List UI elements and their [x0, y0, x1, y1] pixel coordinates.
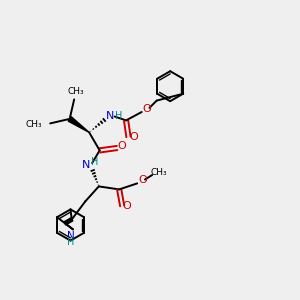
Text: CH₃: CH₃ [68, 86, 84, 95]
Text: N: N [81, 160, 90, 170]
Text: H: H [67, 237, 75, 247]
Text: CH₃: CH₃ [26, 119, 42, 128]
Text: N: N [106, 111, 115, 121]
Text: O: O [130, 132, 138, 142]
Text: O: O [142, 104, 151, 114]
Text: CH₃: CH₃ [151, 168, 167, 177]
Text: O: O [118, 141, 126, 151]
Text: N: N [67, 231, 75, 241]
Text: H: H [115, 111, 123, 121]
Text: O: O [138, 176, 147, 185]
Polygon shape [68, 117, 89, 132]
Text: H: H [91, 157, 98, 166]
Text: O: O [123, 201, 131, 211]
